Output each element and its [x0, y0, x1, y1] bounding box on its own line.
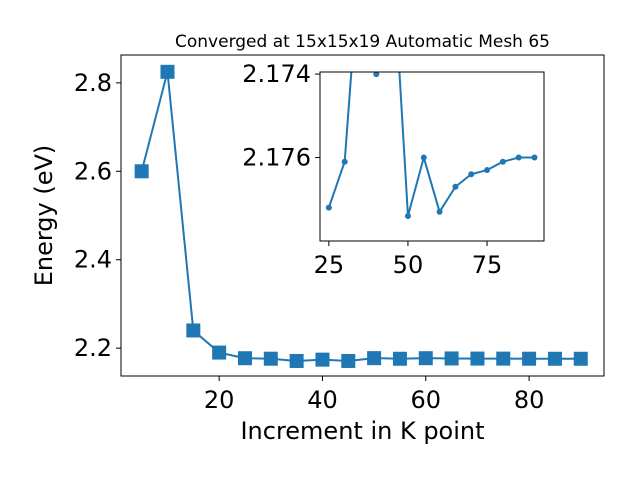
- marker: [470, 351, 485, 366]
- marker: [237, 351, 252, 366]
- marker: [160, 64, 175, 79]
- y-tick-label: 2.4: [74, 246, 112, 274]
- x-tick-label: 75: [472, 251, 503, 279]
- x-axis-label: Increment in K point: [240, 417, 484, 445]
- x-tick-label: 50: [393, 251, 424, 279]
- chart-title: Converged at 15x15x19 Automatic Mesh 65: [175, 32, 550, 52]
- marker: [315, 352, 330, 367]
- marker: [484, 167, 491, 174]
- marker: [547, 351, 562, 366]
- frame: [319, 71, 545, 242]
- series: [325, 72, 538, 219]
- marker: [404, 212, 411, 219]
- marker: [367, 351, 382, 366]
- x-tick-label: 60: [411, 386, 442, 414]
- marker: [186, 323, 201, 338]
- y-tick-label: 2.174: [242, 60, 311, 88]
- marker: [444, 351, 459, 366]
- marker: [341, 158, 348, 165]
- marker: [515, 154, 522, 161]
- x-tick-label: 20: [204, 386, 235, 414]
- marker: [392, 351, 407, 366]
- x-tick-label: 40: [307, 386, 338, 414]
- marker: [436, 208, 443, 215]
- x-tick-label: 25: [314, 251, 345, 279]
- marker: [418, 351, 433, 366]
- marker: [341, 353, 356, 368]
- marker: [373, 72, 380, 78]
- marker: [573, 351, 588, 366]
- y-tick-label: 2.8: [74, 69, 112, 97]
- marker: [452, 183, 459, 190]
- marker: [212, 345, 227, 360]
- marker: [531, 154, 538, 161]
- marker: [468, 171, 475, 178]
- marker: [496, 351, 511, 366]
- frame: [120, 54, 605, 377]
- series: [134, 64, 588, 368]
- marker: [289, 353, 304, 368]
- marker: [420, 154, 427, 161]
- marker: [499, 158, 506, 165]
- y-tick-label: 2.2: [74, 334, 112, 362]
- plot-area: [320, 72, 544, 241]
- marker: [263, 351, 278, 366]
- marker: [134, 164, 149, 179]
- x-tick-label: 80: [514, 386, 545, 414]
- marker: [522, 351, 537, 366]
- marker: [325, 204, 332, 211]
- y-tick-label: 2.176: [242, 144, 311, 172]
- y-tick-label: 2.6: [74, 157, 112, 185]
- y-axis-label: Energy (eV): [30, 145, 58, 287]
